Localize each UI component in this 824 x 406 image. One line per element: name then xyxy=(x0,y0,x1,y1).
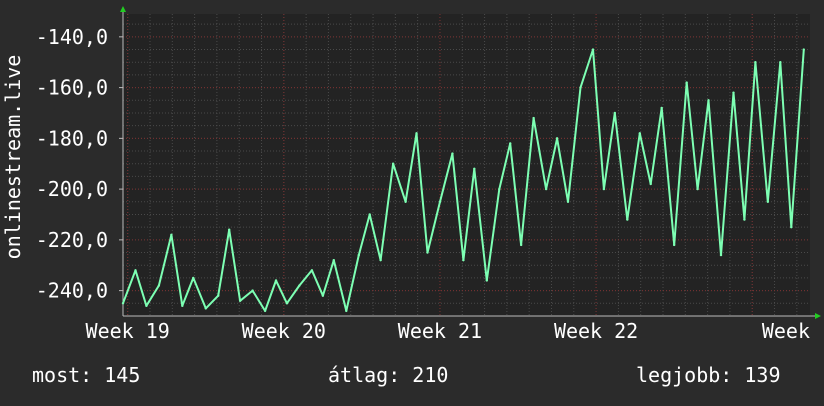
data-point xyxy=(451,152,454,155)
data-point xyxy=(579,86,582,89)
data-point xyxy=(766,200,770,203)
legend-current: most: 145 xyxy=(32,363,141,387)
data-point xyxy=(227,228,231,231)
data-point xyxy=(285,302,289,305)
data-point xyxy=(251,289,254,292)
y-tick-label: -140,0 xyxy=(36,25,108,49)
data-point xyxy=(649,182,652,186)
y-axis-arrow xyxy=(120,6,126,12)
data-point xyxy=(790,225,793,229)
data-point xyxy=(321,294,325,297)
y-tick-labels: -140,0 -160,0 -180,0 -200,0 -220,0 -240,0 xyxy=(36,25,108,303)
data-point xyxy=(613,111,617,115)
grid-major xyxy=(123,14,810,316)
data-point xyxy=(391,162,395,165)
data-point xyxy=(357,253,360,257)
data-point xyxy=(121,302,125,305)
data-point xyxy=(754,61,757,64)
data-point xyxy=(591,48,595,51)
data-point xyxy=(660,106,663,110)
axes xyxy=(119,6,821,319)
data-point xyxy=(485,279,488,282)
x-tick-label: Week 19 xyxy=(86,319,170,343)
y-tick-label: -180,0 xyxy=(36,126,108,150)
data-point xyxy=(157,284,161,287)
y-tick-label: -240,0 xyxy=(36,279,108,303)
data-point xyxy=(602,187,606,191)
data-point xyxy=(732,91,735,94)
data-point xyxy=(544,187,548,191)
data-point xyxy=(134,269,137,272)
data-point xyxy=(719,253,723,257)
data-point xyxy=(779,61,782,64)
data-point xyxy=(426,251,429,254)
data-point xyxy=(685,81,688,84)
data-point xyxy=(404,200,407,203)
data-point xyxy=(217,294,220,297)
data-point xyxy=(379,258,382,262)
data-point xyxy=(192,276,195,280)
data-point xyxy=(566,200,570,203)
plot-area xyxy=(123,14,810,316)
x-tick-label: Week 22 xyxy=(554,319,638,343)
data-point xyxy=(509,142,512,145)
data-point xyxy=(802,48,805,51)
data-point xyxy=(462,258,465,262)
x-axis-arrow xyxy=(815,313,821,319)
data-point xyxy=(743,218,746,221)
x-tick-label: Week 21 xyxy=(398,319,482,343)
x-tick-labels: Week 19 Week 20 Week 21 Week 22 Week xyxy=(86,319,810,343)
data-point xyxy=(274,279,278,282)
data-point xyxy=(532,116,535,120)
x-tick-label: Week xyxy=(762,319,810,343)
y-tick-label: -200,0 xyxy=(36,177,108,201)
legend-average: átlag: 210 xyxy=(328,363,449,387)
y-axis-label: onlinestream.live xyxy=(1,55,25,260)
data-point xyxy=(626,218,629,221)
data-point xyxy=(555,137,559,140)
data-point xyxy=(298,284,301,287)
data-point xyxy=(638,132,642,135)
data-point xyxy=(707,99,710,102)
y-tick-label: -220,0 xyxy=(36,228,108,252)
data-point xyxy=(498,187,501,191)
data-point xyxy=(238,299,242,302)
data-point xyxy=(263,309,267,313)
data-point xyxy=(438,200,442,203)
y-tick-label: -160,0 xyxy=(36,76,108,100)
data-point xyxy=(170,233,173,236)
data-point xyxy=(473,167,476,171)
data-point xyxy=(696,187,699,191)
data-point xyxy=(181,304,184,308)
data-point xyxy=(145,304,148,308)
series xyxy=(121,48,805,313)
legend-best: legjobb: 139 xyxy=(636,363,781,387)
data-point xyxy=(672,243,676,247)
data-point xyxy=(368,213,371,216)
data-point xyxy=(519,243,523,247)
data-point xyxy=(345,309,348,313)
data-point xyxy=(310,269,314,272)
data-point xyxy=(415,132,418,135)
data-point xyxy=(204,307,207,310)
x-tick-label: Week 20 xyxy=(242,319,326,343)
data-point xyxy=(332,258,335,262)
